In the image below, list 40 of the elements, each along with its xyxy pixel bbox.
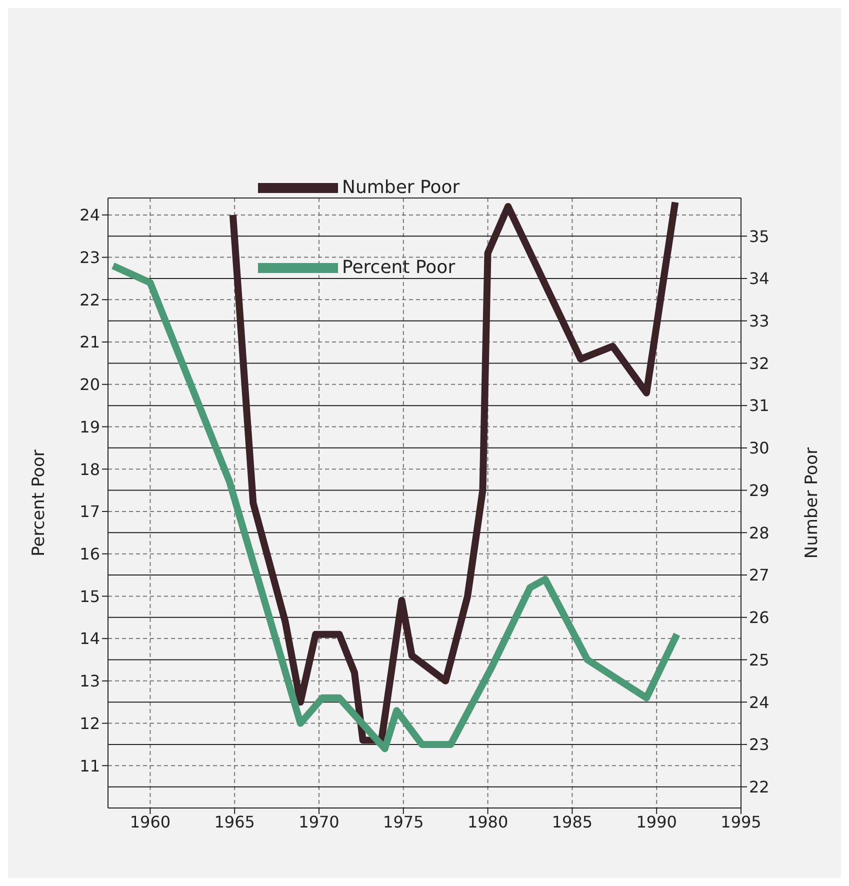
y-tick-label: 21 (80, 332, 100, 352)
y2-tick-label: 22 (749, 778, 770, 796)
y2-tick-label: 28 (749, 523, 770, 542)
y-tick-label: 23 (80, 248, 100, 267)
y-tick-label: 12 (80, 714, 100, 733)
legend-label: Percent Poor (342, 256, 456, 278)
y-tick-label: 22 (80, 290, 100, 310)
x-tick-label: 1975 (383, 812, 424, 832)
y2-axis-title: Number Poor (802, 447, 822, 559)
x-tick-label: 1985 (552, 812, 593, 832)
y-tick-label: 17 (80, 502, 100, 522)
y2-tick-label: 24 (749, 692, 770, 712)
y-tick-label: 13 (80, 672, 100, 691)
y2-tick-label: 32 (749, 354, 770, 373)
y-tick-label: 15 (80, 586, 100, 606)
x-tick-label: 1990 (636, 812, 677, 832)
y2-tick-label: 26 (749, 608, 770, 628)
y2-tick-label: 30 (749, 438, 770, 458)
legend-label: Number Poor (342, 176, 460, 198)
x-tick-label: 1995 (720, 812, 762, 832)
y2-tick-label: 31 (749, 396, 770, 416)
x-tick-label: 1960 (130, 812, 171, 832)
x-tick-label: 1970 (298, 812, 340, 832)
x-tick-label: 1980 (467, 812, 508, 832)
y2-tick-label: 23 (749, 735, 770, 754)
y-tick-label: 19 (80, 417, 100, 436)
y2-tick-label: 35 (749, 226, 770, 246)
y-tick-label: 20 (80, 375, 100, 394)
y-tick-label: 24 (80, 206, 100, 225)
x-tick-label: 1965 (214, 812, 255, 832)
y-tick-label: 14 (80, 629, 100, 648)
y-tick-label: 11 (80, 756, 100, 776)
y2-tick-label: 29 (749, 480, 770, 500)
y2-tick-label: 27 (749, 566, 770, 585)
y2-tick-label: 33 (749, 312, 770, 331)
y2-tick-label: 25 (749, 650, 770, 670)
y-tick-label: 16 (80, 544, 100, 564)
y-tick-label: 18 (80, 460, 100, 479)
y2-tick-label: 34 (749, 269, 770, 288)
y-axis-title: Percent Poor (29, 450, 50, 556)
